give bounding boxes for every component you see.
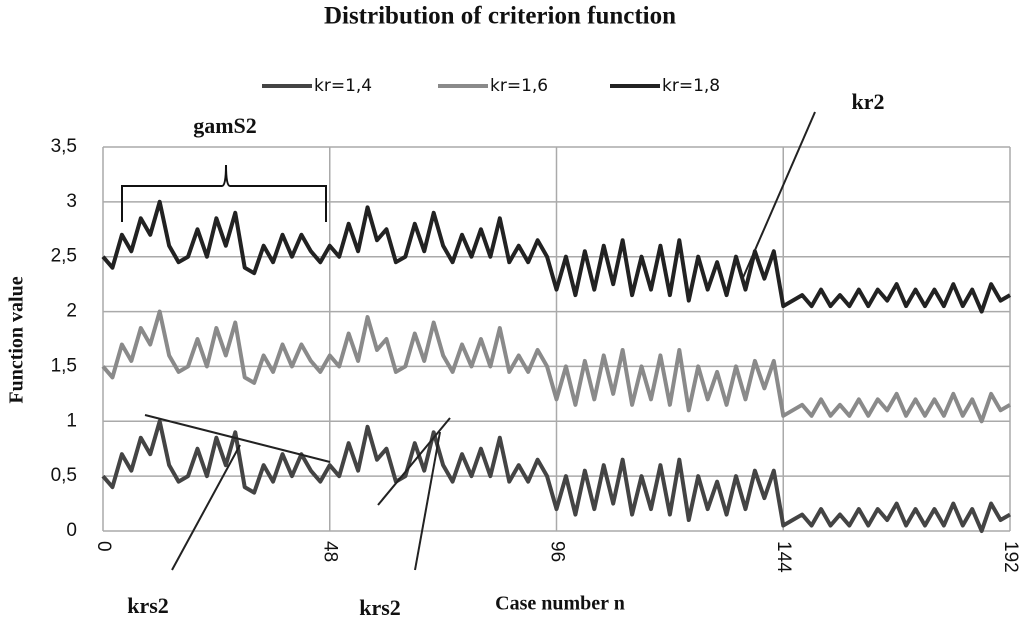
legend-label: kr=1,6 [490, 76, 548, 96]
brace [121, 164, 327, 222]
annotation: krs2 [127, 593, 169, 618]
y-tick-label: 0,5 [51, 465, 77, 486]
annotation-line [144, 414, 331, 463]
legend-label: kr=1,8 [662, 76, 720, 96]
x-tick-label: 192 [1000, 541, 1021, 573]
x-tick-label: 48 [320, 541, 341, 562]
y-tick-label: 1,5 [51, 355, 77, 376]
chart-title: Distribution of criterion function [324, 3, 676, 30]
y-tick-label: 3 [66, 191, 77, 212]
series-line [101, 199, 1012, 314]
y-tick-label: 2 [66, 301, 77, 322]
annotations: gamS2 kr2 krs2 krs2 [121, 89, 885, 620]
y-tick-label: 3,5 [51, 136, 77, 157]
y-tick-label: 2,5 [51, 246, 77, 267]
y-tick-label: 1 [66, 410, 77, 431]
y-axis-label: Function value [6, 276, 28, 403]
y-tick-label: 0 [66, 520, 77, 541]
x-tick-label: 144 [773, 541, 794, 573]
annotation-line [377, 417, 451, 506]
series-line [101, 419, 1012, 533]
annotation: krs2 [359, 595, 401, 620]
series-line [101, 309, 1012, 424]
annotation-line [741, 111, 816, 281]
x-axis-label: Case number n [495, 593, 625, 615]
x-tick-label: 0 [93, 541, 114, 552]
annotation-line [414, 431, 441, 571]
annotation: gamS2 [193, 113, 257, 138]
annotation-line [171, 444, 241, 571]
legend-label: kr=1,4 [314, 76, 372, 96]
annotation: kr2 [852, 89, 885, 114]
x-tick-label: 96 [546, 541, 567, 562]
